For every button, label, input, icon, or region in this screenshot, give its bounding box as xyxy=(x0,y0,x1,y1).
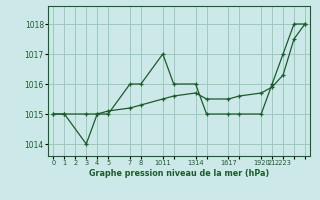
X-axis label: Graphe pression niveau de la mer (hPa): Graphe pression niveau de la mer (hPa) xyxy=(89,169,269,178)
